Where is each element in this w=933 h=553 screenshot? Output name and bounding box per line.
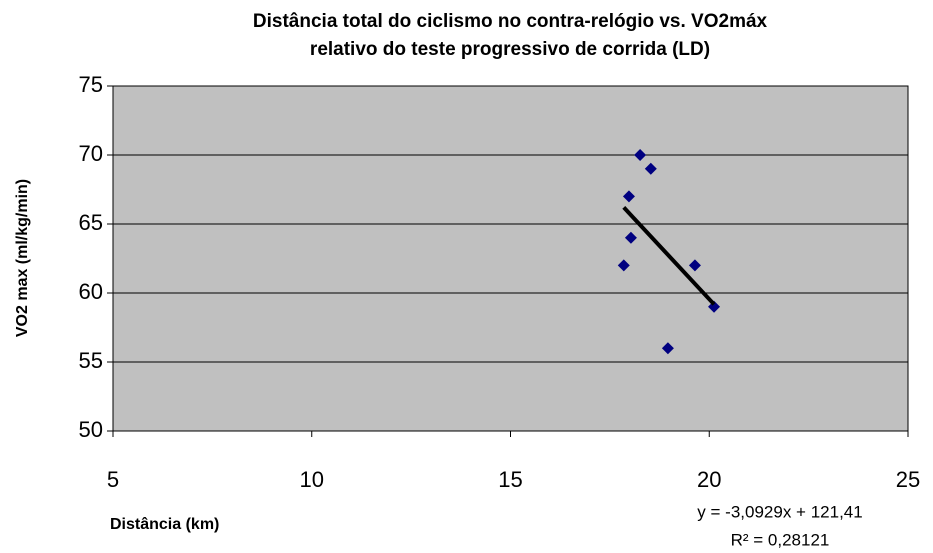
x-tick-label: 5 (107, 467, 119, 492)
x-tick-label: 15 (498, 467, 522, 492)
plot-area (113, 86, 908, 431)
trendline-equation: y = -3,0929x + 121,41 (697, 502, 862, 521)
y-tick-label: 60 (79, 279, 103, 304)
point (624, 231, 637, 244)
point (661, 342, 674, 355)
trendline-r2: R² = 0,28121 (731, 530, 830, 549)
trendline (622, 206, 716, 306)
point (688, 259, 701, 272)
point (644, 162, 657, 175)
point (634, 149, 647, 161)
y-axis-label: VO2 max (ml/kg/min) (14, 179, 31, 337)
y-tick-label: 50 (79, 417, 103, 442)
y-tick-label: 70 (79, 141, 103, 166)
y-tick-label: 55 (79, 348, 103, 373)
point (617, 259, 630, 272)
x-tick-label: 10 (300, 467, 324, 492)
y-tick-label: 75 (79, 72, 103, 97)
y-tick-label: 65 (79, 210, 103, 235)
plot-border (112, 85, 909, 432)
chart-title: Distância total do ciclismo no contra-re… (253, 11, 768, 32)
x-tick-label: 25 (896, 467, 920, 492)
x-tick-label: 20 (697, 467, 721, 492)
chart-title: relativo do teste progressivo de corrida… (310, 39, 710, 60)
point (622, 190, 635, 203)
x-axis-label: Distância (km) (110, 516, 219, 533)
